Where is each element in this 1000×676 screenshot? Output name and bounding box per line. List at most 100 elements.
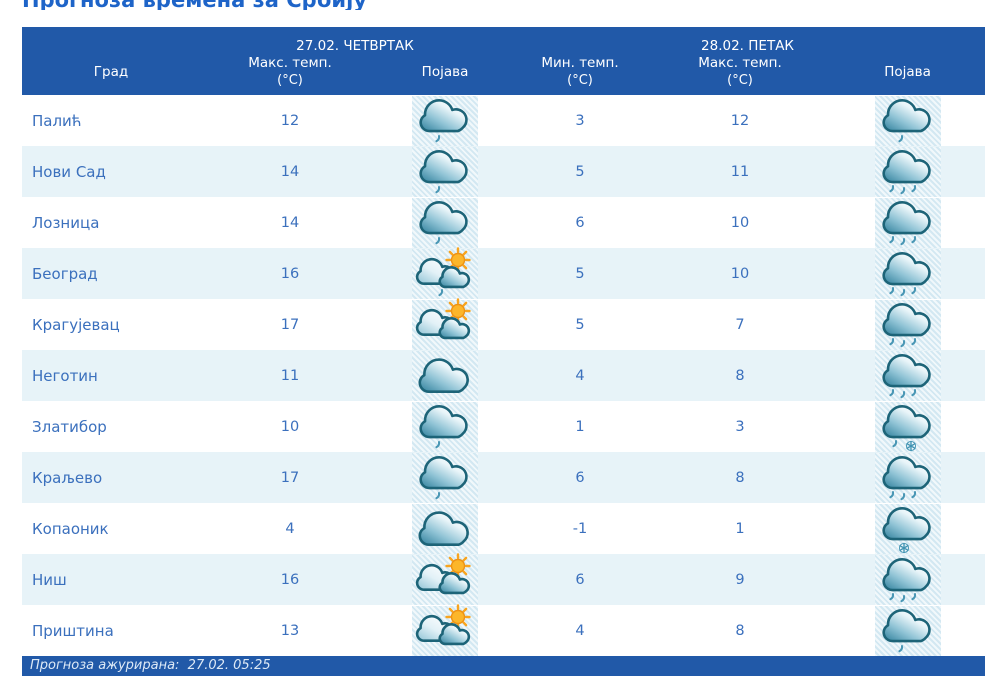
sun-clouds-icon [412,297,478,350]
city-link[interactable]: Копаоник [32,519,109,538]
min-temp-label: Мин. темп. [541,54,619,71]
day2-max-temp-value: 3 [735,418,745,435]
header-spacer [22,27,200,54]
city-link[interactable]: Палић [32,111,82,130]
day1-phenomenon-cell [380,197,510,248]
table-row: Београд 16 5 10 [22,246,986,299]
day2-phenomenon-cell [830,350,985,401]
day2-phenomenon-cell [830,197,985,248]
day2-min-temp-value: 4 [575,622,585,639]
day1-header: 27.02. ЧЕТВРТАК [200,27,511,54]
day2-min-temp-value: -1 [572,520,588,537]
city-link[interactable]: Неготин [32,366,98,385]
forecast-table-header: 27.02. ЧЕТВРТАК 28.02. ПЕТАК Град Макс. … [22,27,986,95]
city-link[interactable]: Приштина [32,621,114,640]
col-header-city: Град [22,54,200,95]
day1-phenomenon-cell [380,350,510,401]
cloud-light-rain-icon [412,95,478,146]
day2-min-temp-value: 4 [575,367,585,384]
cloud-rain-icon [874,554,941,605]
update-status-text: Прогноза ажурирана: 27.02. 05:25 [30,658,271,673]
cloud-light-rain-icon [412,197,478,248]
day1-max-temp-value: 4 [285,520,295,537]
city-link[interactable]: Лозница [32,213,100,232]
day1-max-temp-value: 10 [280,418,300,435]
day1-phenomenon-cell [380,603,510,656]
city-link[interactable]: Златибор [32,417,107,436]
day2-max-temp-value: 7 [735,316,745,333]
day1-phenomenon-cell [380,246,510,299]
table-row: Лозница 14 6 10 [22,197,986,248]
table-row: Краљево 17 6 8 [22,452,986,503]
day1-max-temp-value: 17 [280,469,300,486]
day1-max-temp-value: 12 [280,112,300,129]
day1-max-temp-value: 13 [280,622,300,639]
table-row: Златибор 10 1 3 [22,401,986,452]
day2-max-temp-value: 8 [735,469,745,486]
day2-max-temp-value: 11 [730,163,750,180]
page-title: Прогноза времена за Србију [22,0,1000,10]
unit-label: (°C) [567,73,593,89]
table-row: Нови Сад 14 5 11 [22,146,986,197]
day1-phenomenon-cell [380,401,510,452]
unit-label: (°C) [277,73,303,89]
cloud-icon [412,350,478,401]
city-link[interactable]: Краљево [32,468,103,487]
cloud-rain-icon [874,350,941,401]
day2-max-temp-value: 8 [735,367,745,384]
cloud-rain-icon [874,146,941,197]
day2-phenomenon-cell [830,401,985,452]
day2-phenomenon-cell [830,299,985,350]
city-link[interactable]: Нови Сад [32,162,106,181]
day1-phenomenon-cell [380,452,510,503]
city-link[interactable]: Београд [32,264,98,283]
cloud-rain-snow-icon [874,401,941,452]
max-temp-label: Макс. темп. [248,54,332,71]
day2-min-temp-value: 5 [575,163,585,180]
day1-phenomenon-cell [380,552,510,605]
day1-phenomenon-cell [380,503,510,554]
day1-max-temp-value: 14 [280,214,300,231]
unit-label: (°C) [727,73,753,89]
table-row: Крагујевац 17 5 7 [22,297,986,350]
day2-min-temp-value: 5 [575,316,585,333]
cloud-light-rain-icon [874,605,941,656]
table-row: Неготин 11 4 8 [22,350,986,401]
update-status-bar: Прогноза ажурирана: 27.02. 05:25 [22,656,985,676]
sun-clouds-light-rain-icon [412,246,478,299]
day2-min-temp-value: 1 [575,418,585,435]
table-row: Палић 12 3 12 [22,95,986,146]
day2-min-temp-value: 6 [575,214,585,231]
day1-phenomenon-cell [380,297,510,350]
day2-phenomenon-cell [830,248,985,299]
day2-min-temp-value: 6 [575,469,585,486]
col-header-day2-max-temp: Макс. темп. (°C) [650,54,831,95]
day1-max-temp-value: 16 [280,571,300,588]
cloud-light-rain-icon [874,95,941,146]
day2-phenomenon-cell [830,452,985,503]
col-header-day2-phenomenon: Појава [830,54,986,95]
day2-header: 28.02. ПЕТАК [510,27,986,54]
day2-phenomenon-cell [830,554,985,605]
table-row: Приштина 13 4 8 [22,603,986,656]
day2-min-temp-value: 6 [575,571,585,588]
city-link[interactable]: Ниш [32,570,67,589]
day2-max-temp-value: 8 [735,622,745,639]
cloud-light-rain-icon [412,146,478,197]
day2-max-temp-value: 9 [735,571,745,588]
cloud-snow-icon [874,503,941,554]
day1-phenomenon-cell [380,95,510,146]
cloud-icon [412,503,478,554]
day2-max-temp-value: 12 [730,112,750,129]
day2-min-temp-value: 5 [575,265,585,282]
col-header-day1-phenomenon: Појава [380,54,511,95]
day1-max-temp-value: 16 [280,265,300,282]
table-row: Ниш 16 6 9 [22,552,986,605]
city-link[interactable]: Крагујевац [32,315,120,334]
day2-min-temp-value: 3 [575,112,585,129]
day2-phenomenon-cell [830,605,985,656]
day2-max-temp-value: 10 [730,214,750,231]
day2-max-temp-value: 10 [730,265,750,282]
day2-max-temp-value: 1 [735,520,745,537]
